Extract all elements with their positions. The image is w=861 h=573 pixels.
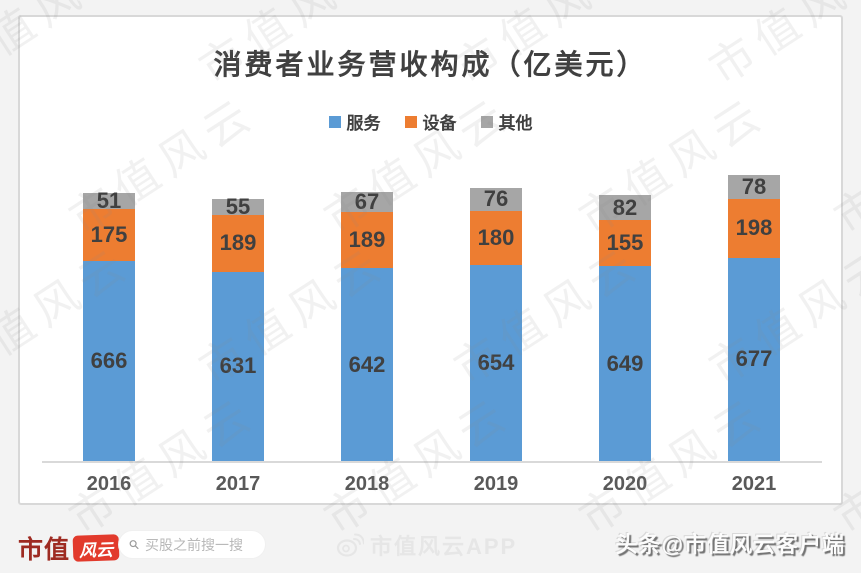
bar-value-label: 654 [477,349,515,375]
x-axis-label-2017: 2017 [215,473,261,495]
bar-segment-设备-2016: 175 [83,208,135,262]
bar-segment-设备-2020: 155 [599,219,651,267]
bar-2019: 76 180 654 [470,188,522,461]
legend-label: 其他 [498,114,533,133]
bar-segment-其他-2021: 78 [728,173,780,199]
bar-2018: 67 189 642 [341,188,393,461]
bar-segment-服务-2018: 642 [341,268,393,461]
bar-value-label: 642 [348,351,386,377]
x-axis-label-2018: 2018 [344,473,390,495]
bar-value-label: 78 [741,173,767,199]
legend-item-1: 设备 [404,109,457,134]
bar-value-label: 189 [219,230,257,256]
bar-segment-服务-2019: 654 [470,264,522,461]
plot-area: 51 175 666 55 189 631 67 189 642 76 180 654 82 155 649… [20,171,841,463]
bar-segment-其他-2017: 55 [212,193,264,219]
bar-segment-其他-2016: 51 [83,190,135,212]
bar-segment-设备-2021: 198 [728,198,780,258]
chart-card: 消费者业务营收构成（亿美元） 服务 设备 其他 51 175 666 55 189 631 67… [18,15,843,505]
search-icon [129,540,139,550]
bar-value-label: 649 [606,350,644,376]
legend-item-2: 其他 [480,109,533,134]
bar-value-label: 189 [348,227,386,253]
x-axis-label-2016: 2016 [86,473,132,495]
bar-segment-设备-2018: 189 [341,211,393,269]
app-promo-text: 市值风云APP [370,534,518,559]
bar-2016: 51 175 666 [83,190,135,461]
bar-2020: 82 155 649 [599,195,651,461]
bar-segment-其他-2019: 76 [470,188,522,211]
legend-swatch-icon [480,115,493,128]
bar-segment-服务-2020: 649 [599,266,651,461]
legend-label: 服务 [346,114,381,133]
bar-value-label: 76 [483,186,509,212]
app-promo: 市值风云APP [336,529,517,561]
chart-legend: 服务 设备 其他 [20,109,841,134]
brand-text: 市值 [18,536,71,564]
bar-value-label: 198 [735,215,773,241]
bar-value-label: 155 [606,230,644,256]
bar-value-label: 55 [225,193,251,219]
bar-segment-设备-2017: 189 [212,215,264,272]
weibo-icon [336,533,364,557]
chart-title: 消费者业务营收构成（亿美元） [213,49,648,80]
search-input[interactable] [145,536,257,553]
bar-segment-服务-2017: 631 [212,271,264,461]
bar-segment-服务-2016: 666 [83,261,135,461]
toutiao-handle: 头条@市值风云客户端 [615,532,845,557]
brand-logo: 市值 风云 [18,530,120,566]
x-axis-label-2020: 2020 [602,473,648,495]
brand-badge: 风云 [72,534,120,562]
bar-value-label: 666 [90,348,128,374]
legend-swatch-icon [404,115,417,128]
x-axis-line [42,461,822,463]
bar-segment-其他-2018: 67 [341,188,393,214]
bar-value-label: 677 [735,346,773,372]
x-axis-label-2019: 2019 [473,473,519,495]
bar-segment-设备-2019: 180 [470,210,522,265]
bar-value-label: 51 [96,188,122,214]
bar-segment-服务-2021: 677 [728,257,780,461]
x-axis-label-2021: 2021 [731,473,777,495]
search-box[interactable] [118,530,266,559]
legend-swatch-icon [328,115,341,128]
bar-segment-其他-2020: 82 [599,195,651,220]
footer-bar: 市值 风云 市值风云APP 头条@市值风云客户端 [0,505,861,573]
legend-item-0: 服务 [328,109,381,134]
bar-2017: 55 189 631 [212,193,264,461]
legend-label: 设备 [422,114,457,133]
bar-2021: 78 198 677 [728,175,780,461]
bar-value-label: 82 [612,194,638,220]
bar-value-label: 175 [90,221,128,247]
bar-value-label: 67 [354,188,380,214]
bar-value-label: 631 [219,353,257,379]
bar-value-label: 180 [477,224,515,250]
